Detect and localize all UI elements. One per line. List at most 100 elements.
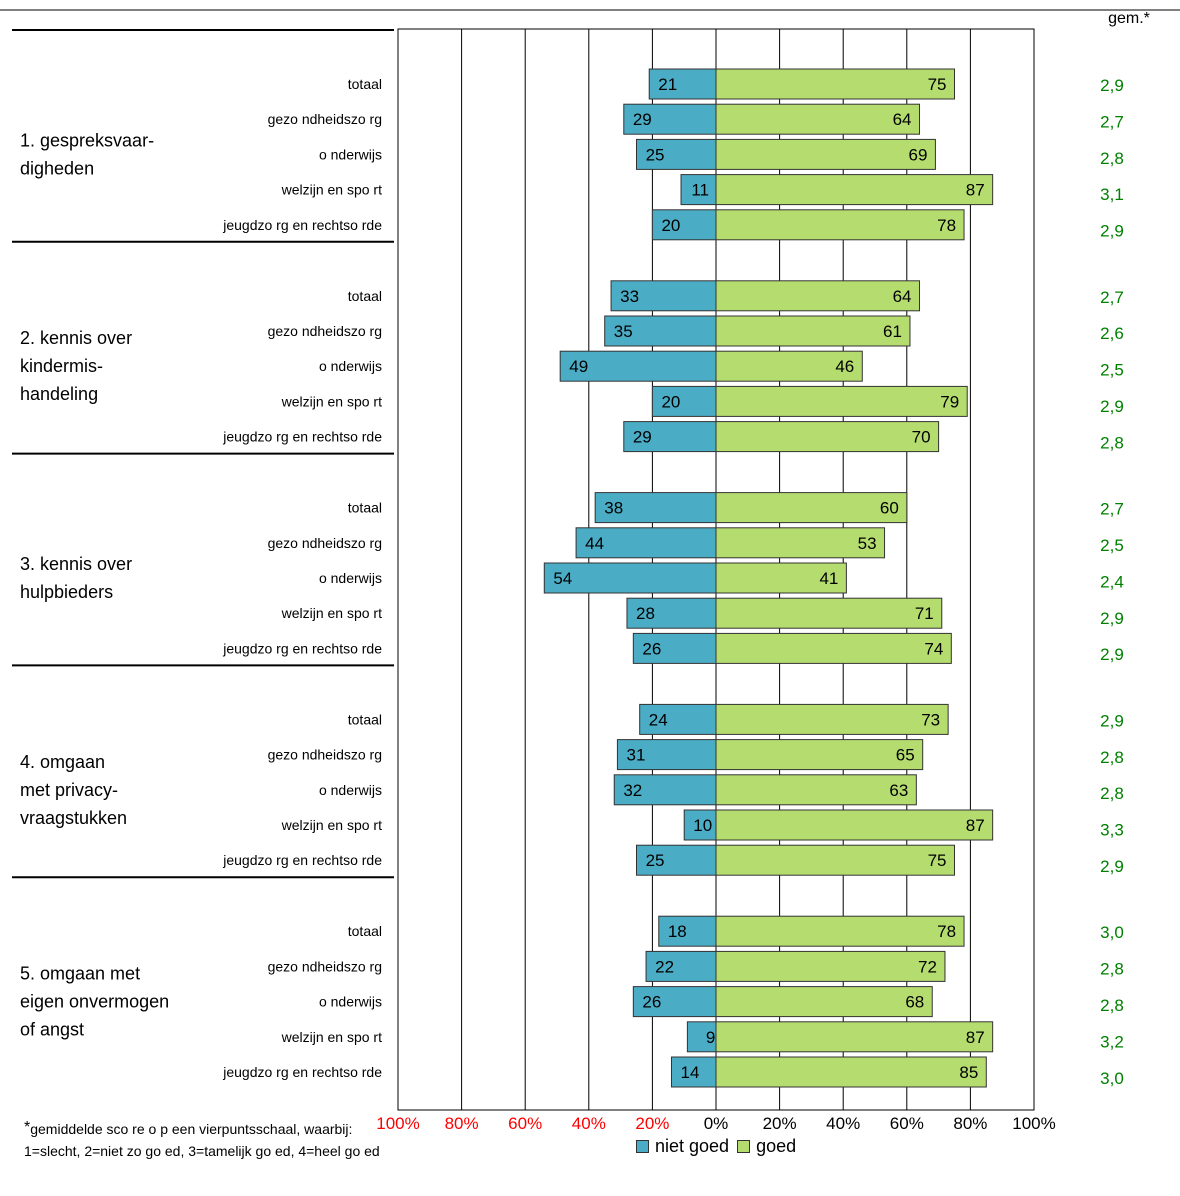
bar-goed <box>715 774 917 806</box>
data-label-goed: 70 <box>912 428 931 447</box>
bar-goed <box>715 103 921 135</box>
data-label-goed: 73 <box>921 710 940 729</box>
bar-goed <box>715 597 943 629</box>
average-value: 2,5 <box>1100 536 1124 555</box>
average-value: 2,9 <box>1100 222 1124 241</box>
x-tick-label: 40% <box>826 1114 860 1133</box>
bar-niet-goed <box>645 950 717 982</box>
x-tick-label: 100% <box>376 1114 419 1133</box>
category-label: welzijn en spo rt <box>281 393 382 409</box>
average-value: 2,9 <box>1100 609 1124 628</box>
average-value: 2,8 <box>1100 748 1124 767</box>
data-label-goed: 78 <box>937 922 956 941</box>
average-value: 3,1 <box>1100 185 1124 204</box>
data-label-niet-goed: 29 <box>633 110 652 129</box>
bar-niet-goed <box>658 915 717 947</box>
data-label-niet-goed: 20 <box>661 392 680 411</box>
category-label: gezo ndheidszo rg <box>268 535 382 551</box>
data-label-niet-goed: 25 <box>646 851 665 870</box>
category-label: welzijn en spo rt <box>281 605 382 621</box>
data-label-goed: 60 <box>880 499 899 518</box>
average-value: 3,0 <box>1100 1069 1124 1088</box>
category-label: o nderwijs <box>319 570 382 586</box>
group-label: hulpbieders <box>20 582 113 602</box>
bar-goed <box>715 209 965 241</box>
bar-goed <box>715 68 955 100</box>
bar-niet-goed <box>636 844 717 876</box>
category-label: jeugdzo rg en rechtso rde <box>222 640 382 656</box>
bar-goed <box>715 280 921 312</box>
category-label: welzijn en spo rt <box>281 817 382 833</box>
category-label: o nderwijs <box>319 146 382 162</box>
x-tick-label: 100% <box>1012 1114 1055 1133</box>
category-label: jeugdzo rg en rechtso rde <box>222 852 382 868</box>
data-label-goed: 87 <box>966 1028 985 1047</box>
bar-goed <box>715 809 994 841</box>
average-value: 2,7 <box>1100 288 1124 307</box>
data-label-goed: 72 <box>918 957 937 976</box>
data-label-niet-goed: 28 <box>636 604 655 623</box>
group-label: vraagstukken <box>20 808 127 828</box>
group-label: handeling <box>20 384 98 404</box>
average-value: 2,7 <box>1100 112 1124 131</box>
footnote-star: * <box>24 1119 31 1136</box>
data-label-niet-goed: 21 <box>658 75 677 94</box>
data-label-goed: 75 <box>928 851 947 870</box>
bar-goed <box>715 632 952 664</box>
bar-niet-goed <box>686 1021 717 1053</box>
legend-label-goed: goed <box>756 1136 797 1156</box>
average-value: 3,3 <box>1100 821 1124 840</box>
group-label: 5. omgaan met <box>20 964 140 984</box>
data-label-goed: 64 <box>893 110 912 129</box>
x-tick-label: 80% <box>953 1114 987 1133</box>
legend-swatch-goed <box>737 1140 751 1153</box>
group-label: 3. kennis over <box>20 554 132 574</box>
category-label: totaal <box>348 923 382 939</box>
data-label-niet-goed: 32 <box>623 781 642 800</box>
bar-niet-goed <box>626 597 717 629</box>
data-label-niet-goed: 14 <box>681 1063 700 1082</box>
data-label-goed: 75 <box>928 75 947 94</box>
data-label-goed: 71 <box>915 604 934 623</box>
footnote-line-2: 1=slecht, 2=niet zo go ed, 3=tamelijk go… <box>24 1143 380 1159</box>
x-tick-label: 80% <box>445 1114 479 1133</box>
group-label: 4. omgaan <box>20 752 105 772</box>
average-value: 2,8 <box>1100 149 1124 168</box>
data-label-goed: 46 <box>835 357 854 376</box>
bar-goed <box>715 421 940 453</box>
group-label: 2. kennis over <box>20 328 132 348</box>
bar-goed <box>715 703 949 735</box>
legend-item-goed: goed <box>737 1136 796 1157</box>
data-label-goed: 85 <box>959 1063 978 1082</box>
category-label: jeugdzo rg en rechtso rde <box>222 1064 382 1080</box>
data-label-niet-goed: 25 <box>646 145 665 164</box>
data-label-goed: 78 <box>937 216 956 235</box>
footnote-text-1: gemiddelde sco re o p een vierpuntsschaa… <box>30 1121 353 1137</box>
data-label-niet-goed: 20 <box>661 216 680 235</box>
bar-niet-goed <box>651 385 717 417</box>
average-value: 2,8 <box>1100 433 1124 452</box>
data-label-niet-goed: 24 <box>649 710 668 729</box>
data-label-goed: 41 <box>819 569 838 588</box>
x-tick-label: 20% <box>635 1114 669 1133</box>
bar-goed <box>715 527 886 559</box>
average-header: gem.* <box>1108 10 1150 27</box>
average-value: 2,7 <box>1100 500 1124 519</box>
average-value: 2,9 <box>1100 76 1124 95</box>
data-label-goed: 61 <box>883 322 902 341</box>
data-label-niet-goed: 33 <box>620 287 639 306</box>
group-label: kindermis- <box>20 356 103 376</box>
group-label: 1. gespreksvaar- <box>20 130 154 150</box>
category-label: welzijn en spo rt <box>281 182 382 198</box>
average-value: 2,4 <box>1100 572 1124 591</box>
data-label-goed: 65 <box>896 746 915 765</box>
data-label-niet-goed: 44 <box>585 534 604 553</box>
legend-label-niet-goed: niet goed <box>655 1136 730 1156</box>
x-tick-label: 40% <box>572 1114 606 1133</box>
data-label-niet-goed: 29 <box>633 428 652 447</box>
bar-goed <box>715 385 968 417</box>
bar-goed <box>715 492 908 524</box>
data-label-goed: 64 <box>893 287 912 306</box>
data-label-niet-goed: 38 <box>604 499 623 518</box>
bar-niet-goed <box>623 421 717 453</box>
